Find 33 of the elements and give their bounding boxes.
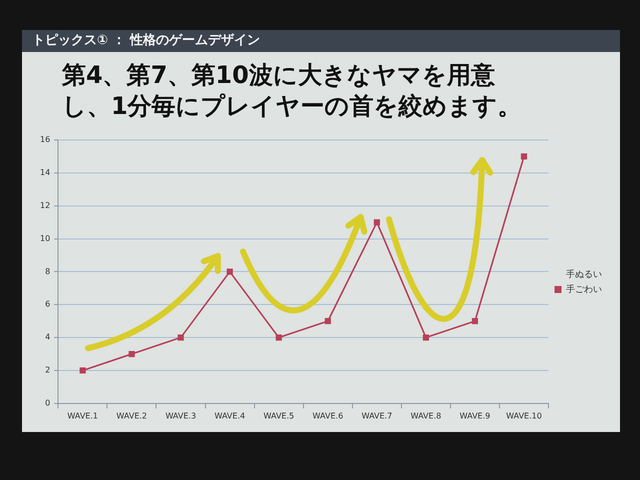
y-tick-label: 4 (45, 332, 50, 342)
text: 手ぬるい (566, 268, 602, 280)
y-tick-label: 8 (45, 266, 50, 276)
point (324, 318, 331, 324)
point (472, 318, 478, 324)
y-tick-label: 16 (40, 135, 50, 144)
x-tick-label: WAVE.5 (264, 411, 294, 420)
x-tick-label: WAVE.10 (506, 411, 542, 420)
point (178, 334, 184, 341)
y-tick-label: 12 (40, 200, 50, 210)
x-tick-label: WAVE.9 (460, 411, 490, 420)
x-tick-label: WAVE.6 (312, 411, 344, 420)
y-tick-label: 2 (45, 366, 50, 375)
chart-subtitle: 第4、第7、第10波に大きなヤマを用意し、1分毎にプレイヤーの首を絞めます。 (62, 60, 523, 122)
point (520, 153, 528, 160)
x-tick-label: WAVE.4 (214, 411, 246, 420)
y-tick-label: 14 (40, 168, 50, 178)
point (422, 334, 429, 341)
x-tick-label: WAVE.7 (362, 411, 392, 420)
x-tick-label: WAVE.1 (67, 411, 98, 420)
point (80, 367, 86, 374)
point (276, 334, 282, 341)
chart-title: トピックス① ： 性格のゲームデザイン (32, 33, 260, 49)
x-tick-label: WAVE.3 (165, 411, 196, 420)
point (128, 350, 135, 358)
x-tick-label: WAVE.2 (116, 411, 148, 420)
legend-label: 手ごわい (566, 284, 602, 295)
point (226, 268, 233, 275)
y-tick-label: 6 (45, 300, 50, 309)
y-tick-label: 10 (40, 234, 50, 243)
point (374, 219, 380, 226)
y-tick-label: 0 (45, 398, 50, 408)
x-tick-label: WAVE.8 (410, 411, 442, 420)
